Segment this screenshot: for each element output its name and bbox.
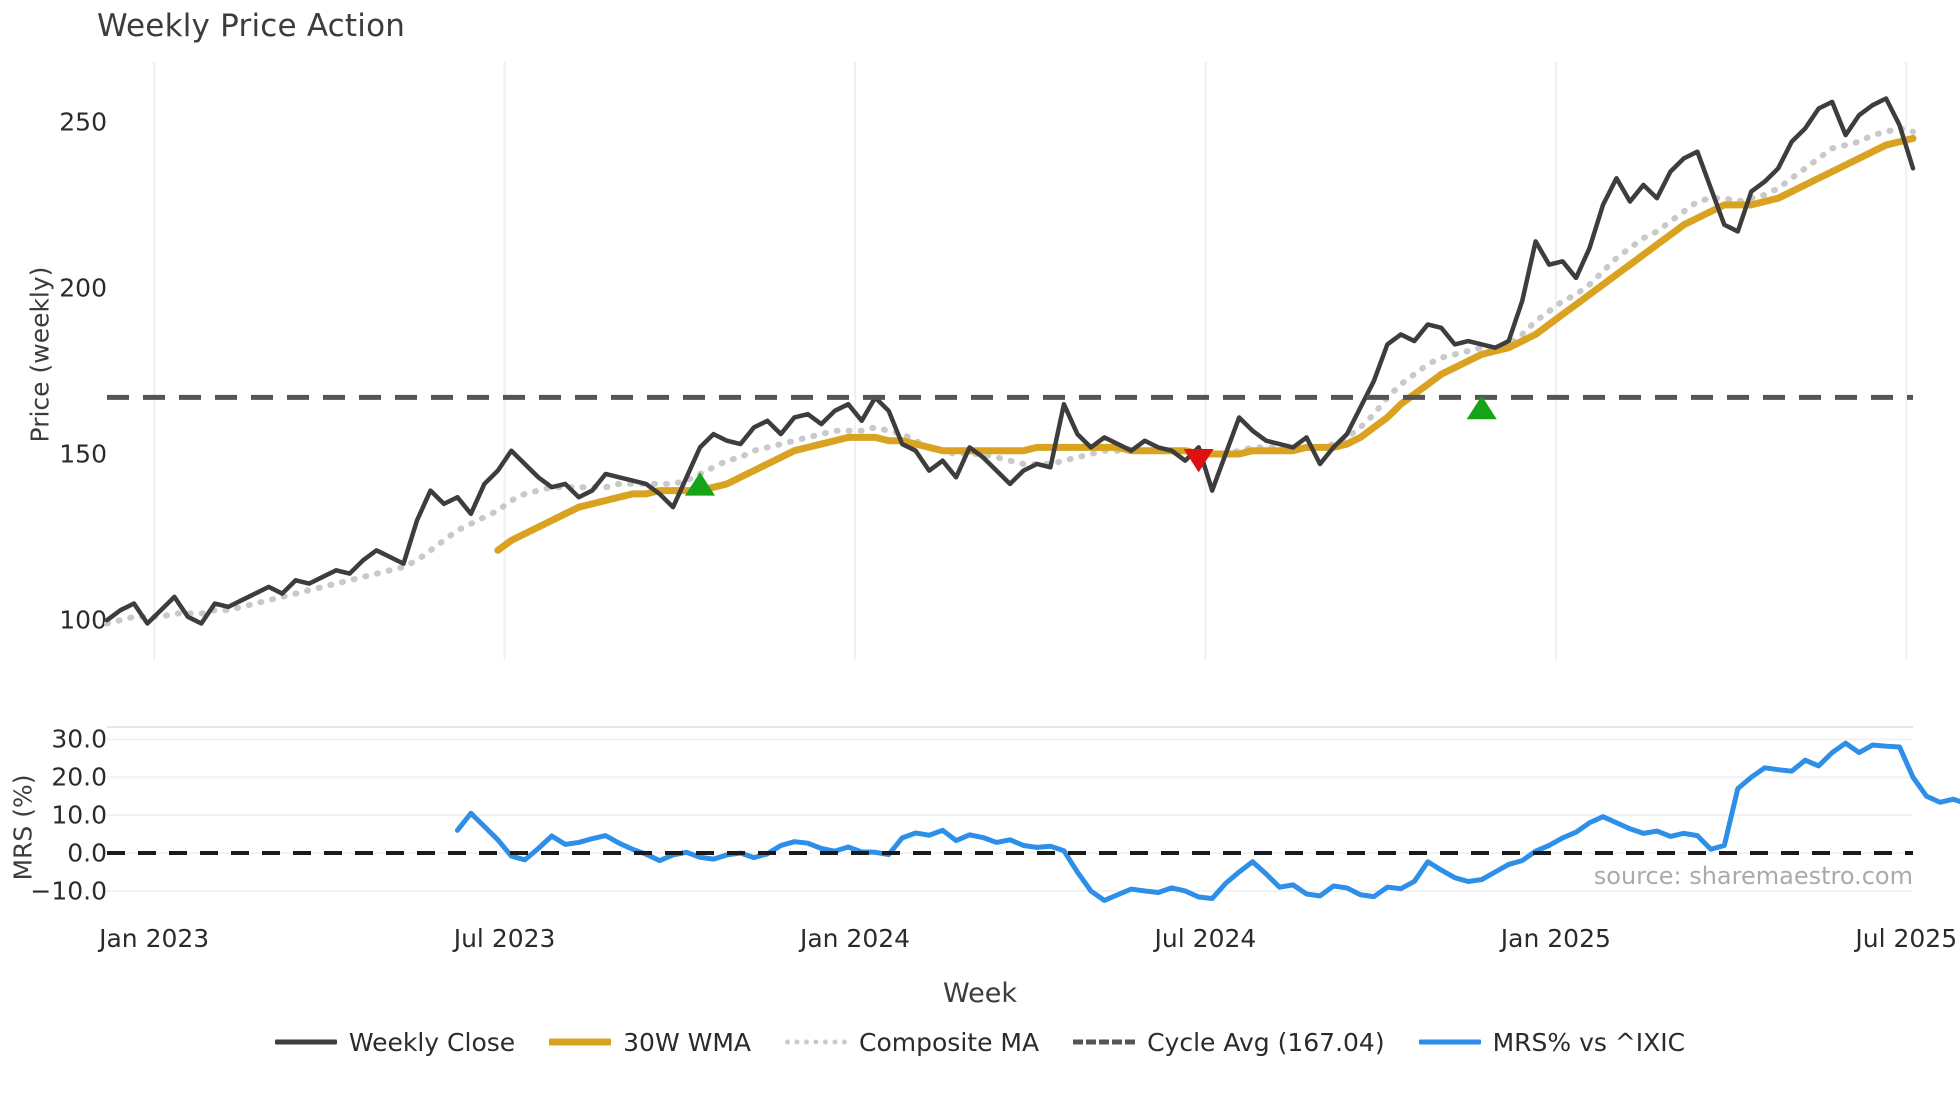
x-tick: Jan 2024	[799, 924, 911, 953]
x-tick: Jul 2024	[1154, 924, 1257, 953]
legend-item[interactable]: 30W WMA	[549, 1028, 751, 1057]
legend-label: MRS% vs ^IXIC	[1492, 1027, 1686, 1057]
price-y-tick: 150	[59, 439, 107, 469]
legend-label: Weekly Close	[348, 1027, 516, 1057]
legend-item[interactable]: MRS% vs ^IXIC	[1418, 1027, 1686, 1057]
price-y-tick: 250	[59, 107, 107, 137]
buy-signal-marker	[1466, 395, 1497, 420]
mrs-y-tick: 20.0	[51, 762, 107, 792]
source-attribution: source: sharemaestro.com	[1593, 862, 1913, 890]
sell-signal-marker	[1183, 448, 1214, 473]
price-y-tick: 100	[59, 605, 107, 635]
legend-swatch-thick-icon	[549, 1031, 612, 1053]
legend-label: Cycle Avg (167.04)	[1147, 1027, 1385, 1057]
legend-item[interactable]: Weekly Close	[274, 1027, 516, 1057]
legend-swatch-dotted-icon	[785, 1031, 848, 1053]
x-tick: Jan 2023	[99, 924, 210, 953]
chart-legend: Weekly Close 30W WMA Composite MA Cycle Avg…	[0, 1012, 1960, 1072]
legend-item[interactable]: Cycle Avg (167.04)	[1073, 1028, 1385, 1057]
mrs-y-tick: −10.0	[30, 876, 107, 906]
mrs-y-tick: 10.0	[51, 800, 107, 830]
mrs-y-tick: 30.0	[51, 724, 107, 754]
x-tick: Jan 2025	[1500, 924, 1611, 953]
legend-label: Composite MA	[859, 1027, 1040, 1057]
x-axis-label: Week	[943, 978, 1017, 1009]
legend-swatch-solid-icon	[1418, 1031, 1481, 1053]
legend-label: 30W WMA	[623, 1027, 752, 1057]
mrs-line	[454, 740, 1960, 903]
page-title: Weekly Price Action	[97, 8, 406, 44]
legend-item[interactable]: Composite MA	[785, 1028, 1039, 1057]
x-tick: Jul 2023	[453, 924, 556, 953]
composite-ma-line	[104, 125, 1916, 627]
buy-signal-marker	[685, 472, 716, 496]
price-y-tick: 200	[59, 273, 107, 303]
x-tick: Jul 2025	[1855, 924, 1958, 953]
mrs-y-tick: 0.0	[67, 838, 107, 868]
weekly-close-line	[104, 96, 1916, 626]
legend-swatch-solid-icon	[274, 1031, 337, 1053]
legend-swatch-dashed-icon	[1073, 1031, 1136, 1053]
